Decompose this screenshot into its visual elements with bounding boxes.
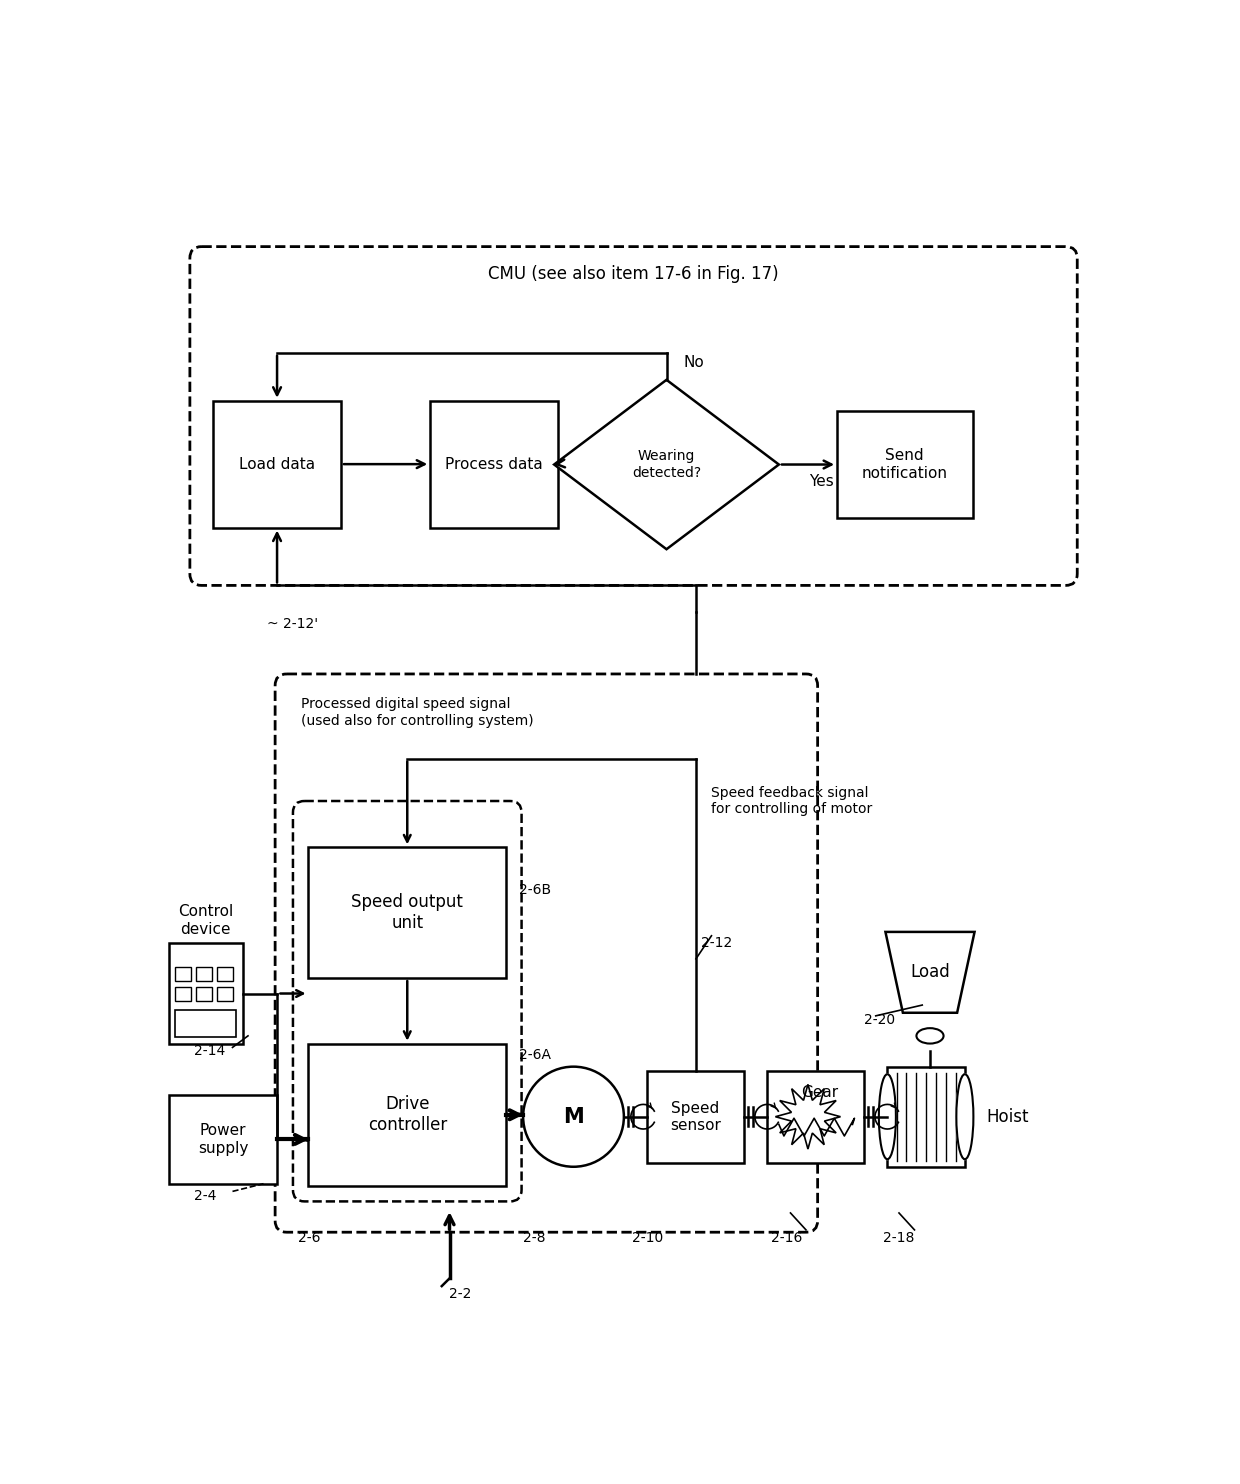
Bar	[169, 944, 243, 1043]
Text: CMU (see also item 17-6 in Fig. 17): CMU (see also item 17-6 in Fig. 17)	[489, 264, 779, 282]
Text: Hoist: Hoist	[986, 1107, 1029, 1126]
Text: Load data: Load data	[239, 457, 315, 472]
FancyBboxPatch shape	[275, 674, 817, 1232]
Bar	[169, 1095, 278, 1184]
Text: Speed output
unit: Speed output unit	[351, 893, 464, 932]
Text: 2-16: 2-16	[771, 1230, 802, 1245]
Polygon shape	[775, 1085, 841, 1149]
Bar	[888, 1067, 965, 1166]
Text: M: M	[563, 1107, 584, 1126]
Text: 2-12: 2-12	[702, 936, 733, 950]
Bar	[430, 401, 558, 528]
Text: Gear: Gear	[801, 1085, 838, 1100]
Bar	[175, 968, 191, 981]
Text: 2-4: 2-4	[193, 1189, 216, 1204]
Bar	[213, 401, 341, 528]
Text: Wearing
detected?: Wearing detected?	[632, 450, 701, 479]
FancyBboxPatch shape	[190, 246, 1078, 585]
Text: 2-10: 2-10	[631, 1230, 663, 1245]
Ellipse shape	[916, 1028, 944, 1043]
Text: Process data: Process data	[445, 457, 543, 472]
Bar	[175, 987, 191, 1002]
Polygon shape	[554, 380, 779, 549]
Bar	[768, 1070, 864, 1163]
Ellipse shape	[956, 1074, 973, 1159]
Text: ~ 2-12': ~ 2-12'	[268, 617, 319, 631]
Text: 2-18: 2-18	[883, 1230, 915, 1245]
Text: Yes: Yes	[810, 473, 833, 488]
Text: 2-2: 2-2	[449, 1287, 472, 1301]
Text: Load: Load	[910, 963, 950, 981]
Bar	[217, 968, 233, 981]
Text: Drive
controller: Drive controller	[367, 1095, 446, 1134]
Polygon shape	[885, 932, 975, 1012]
Bar	[217, 987, 233, 1002]
Bar	[196, 968, 212, 981]
Text: Control
device: Control device	[179, 904, 233, 936]
Bar	[309, 847, 506, 978]
Text: Speed feedback signal
for controlling of motor: Speed feedback signal for controlling of…	[711, 787, 872, 816]
Text: 2-14: 2-14	[193, 1045, 224, 1058]
Text: 2-20: 2-20	[864, 1014, 895, 1027]
Text: 2-6B: 2-6B	[520, 883, 552, 896]
Bar	[647, 1070, 744, 1163]
Bar	[837, 411, 972, 518]
Text: 2-6: 2-6	[299, 1230, 321, 1245]
Text: 2-8: 2-8	[523, 1230, 546, 1245]
Bar	[196, 987, 212, 1002]
Bar	[175, 1011, 237, 1037]
Text: Power
supply: Power supply	[198, 1123, 248, 1156]
Text: No: No	[683, 355, 704, 371]
Text: Send
notification: Send notification	[862, 448, 947, 481]
Ellipse shape	[879, 1074, 895, 1159]
FancyBboxPatch shape	[293, 801, 522, 1202]
Text: Processed digital speed signal
(used also for controlling system): Processed digital speed signal (used als…	[301, 697, 533, 727]
Bar	[309, 1043, 506, 1186]
Text: Speed
sensor: Speed sensor	[670, 1101, 720, 1132]
Text: 2-6A: 2-6A	[520, 1048, 552, 1063]
